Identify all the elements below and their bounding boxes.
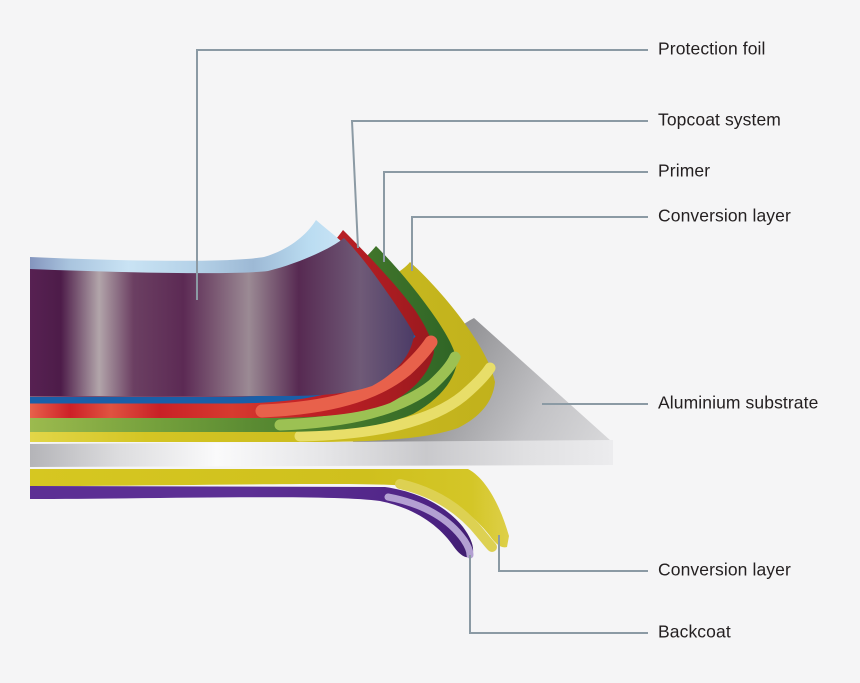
label-protection-foil: Protection foil	[658, 38, 766, 59]
label-conversion-layer-bottom: Conversion layer	[658, 559, 791, 580]
leader-primer	[383, 171, 648, 262]
conversion-layer-bottom-flap	[30, 469, 509, 548]
leader-protection-foil	[196, 49, 648, 300]
label-aluminium-substrate: Aluminium substrate	[658, 392, 819, 413]
backcoat-flap	[30, 486, 474, 558]
leader-conversion-layer-top	[411, 216, 648, 271]
label-backcoat: Backcoat	[658, 621, 731, 642]
label-topcoat-system: Topcoat system	[658, 109, 781, 130]
label-conversion-layer-top: Conversion layer	[658, 205, 791, 226]
conversion-layer-top-edge-highlight	[294, 362, 496, 442]
conversion-layer-bottom-edge-highlight	[395, 479, 497, 552]
leader-conversion-layer-bottom	[498, 535, 648, 572]
protection-foil-face	[30, 238, 414, 397]
aluminium-substrate-front-edge	[30, 440, 613, 467]
backcoat-edge-highlight	[384, 493, 474, 559]
leader-backcoat	[469, 555, 648, 634]
label-primer: Primer	[658, 160, 711, 181]
leader-topcoat-system	[350, 120, 648, 249]
primer-edge-highlight	[274, 351, 461, 431]
topcoat-underside-highlight	[255, 335, 438, 418]
leader-lines	[196, 49, 648, 634]
